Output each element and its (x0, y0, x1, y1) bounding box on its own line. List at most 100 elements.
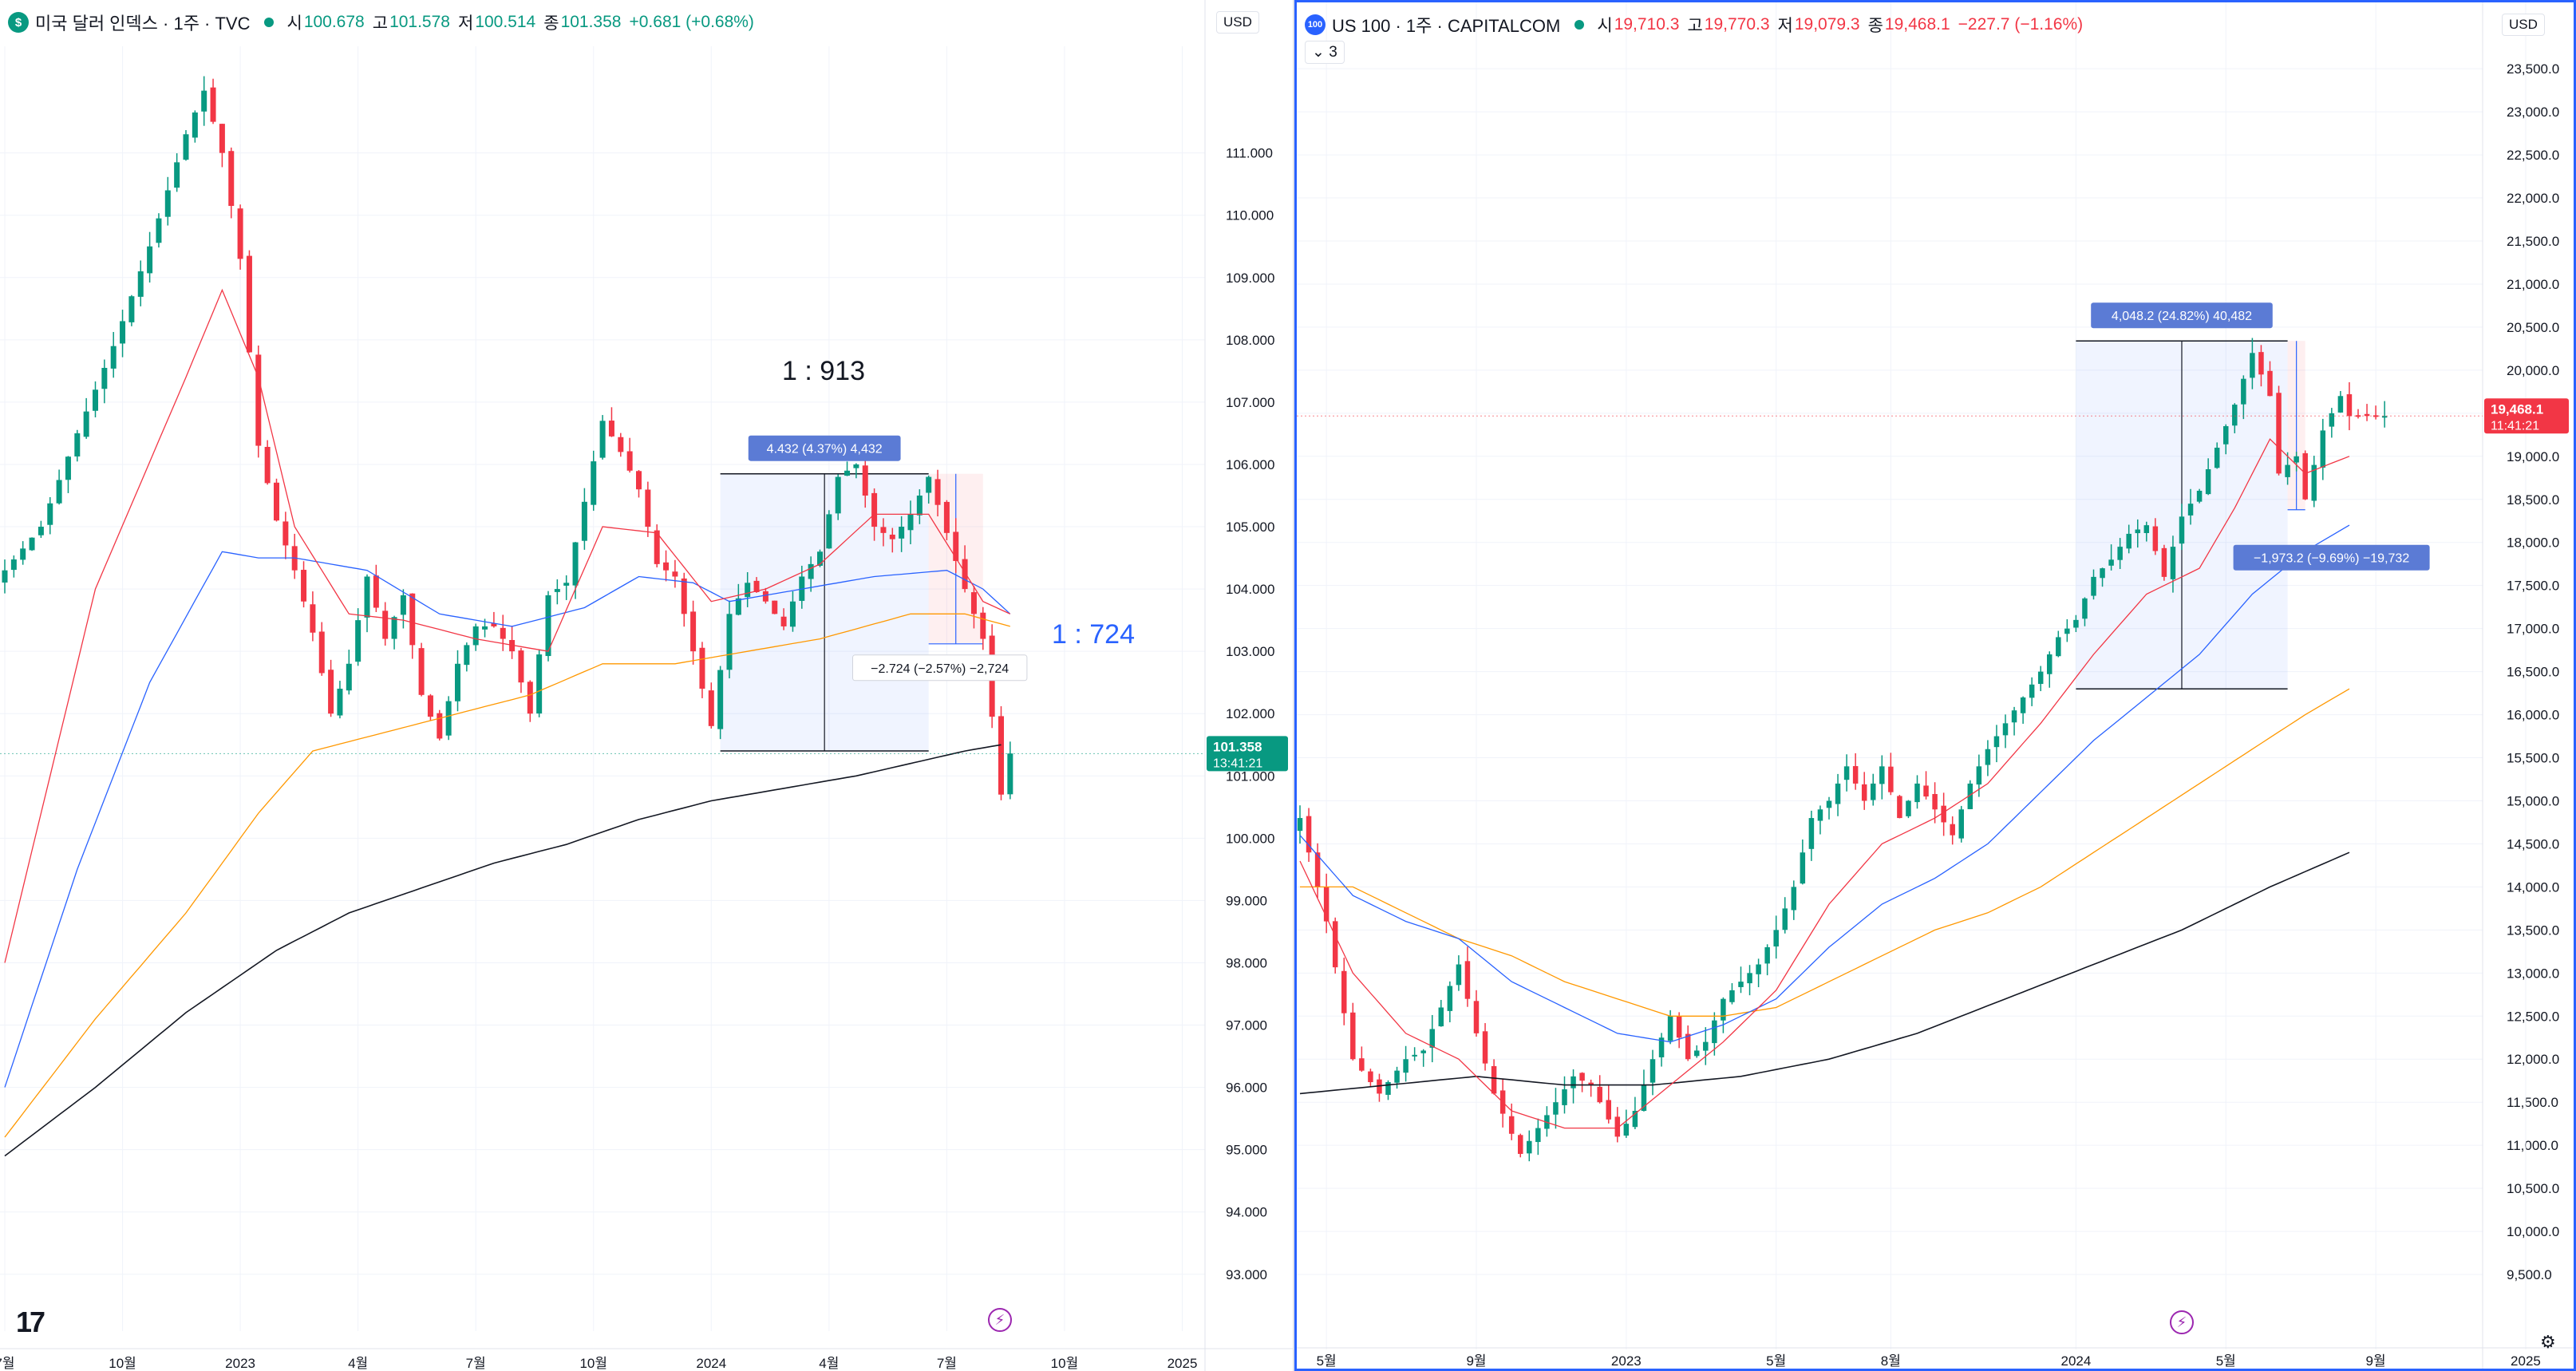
candle-body (1729, 990, 1735, 1002)
y-tick-label: 10,500.0 (2507, 1181, 2559, 1196)
candle-body (826, 514, 832, 549)
candle-body (2126, 533, 2132, 549)
candle-body (1852, 766, 1859, 784)
candle-body (889, 534, 895, 539)
candle-body (1721, 998, 1726, 1021)
y-tick-label: 21,500.0 (2507, 234, 2559, 249)
y-tick-label: 98.000 (1226, 955, 1267, 970)
us100-chart-pane[interactable]: 23,500.0 23,000.0 22,500.0 22,000.0 21,500.0… (1294, 0, 2576, 1371)
y-tick-label: 100.000 (1226, 831, 1274, 846)
measure-up-label: 4,048.2 (24.82%) 40,482 (2112, 310, 2252, 323)
y-tick-label: 12,000.0 (2507, 1052, 2559, 1067)
candle-body (2223, 426, 2229, 444)
last-price-value: 101.358 (1213, 739, 1262, 754)
candle-body (1712, 1020, 1717, 1044)
y-tick-label: 22,500.0 (2507, 148, 2559, 163)
dxy-chart-pane[interactable]: 111.000 110.000 109.000 108.000 107.000 106.0… (0, 0, 1293, 1371)
indicator-toggle[interactable]: ⌄ 3 (1305, 41, 1345, 64)
candle-body (1314, 852, 1321, 887)
candle-body (1588, 1082, 1594, 1085)
candle-body (437, 713, 443, 739)
candle-body (817, 551, 823, 566)
candle-body (47, 503, 53, 525)
candle-body (2056, 637, 2061, 657)
y-tick-label: 14,000.0 (2507, 879, 2559, 895)
candle-body (2091, 576, 2096, 596)
candle-body (101, 367, 108, 389)
candle-body (2267, 370, 2273, 397)
candle-body (382, 610, 389, 639)
candle-body (237, 208, 243, 259)
y-tick-label: 109.000 (1226, 271, 1274, 286)
x-tick-label: 9월 (1466, 1353, 1486, 1369)
y-tick-label: 15,000.0 (2507, 793, 2559, 808)
candle-body (93, 389, 98, 411)
candle-body (1782, 908, 1788, 930)
candle-body (608, 421, 614, 437)
candle-body (318, 631, 325, 674)
candle-body (1826, 800, 1832, 808)
currency-button[interactable]: USD (1216, 11, 1259, 34)
candle-body (970, 592, 977, 614)
candle-body (880, 527, 887, 533)
y-tick-label: 96.000 (1226, 1081, 1267, 1096)
candle-body (1412, 1054, 1417, 1057)
candle-body (916, 496, 923, 516)
market-status-icon[interactable] (1574, 20, 1585, 30)
pane-divider[interactable] (1293, 0, 1294, 1371)
lightning-icon[interactable]: ⚡ (988, 1308, 1012, 1332)
candle-body (708, 690, 714, 726)
currency-button[interactable]: USD (2502, 14, 2545, 36)
candle-body (1518, 1135, 1523, 1154)
candle-body (1950, 824, 1955, 836)
candle-body (554, 589, 560, 592)
candle-body (1508, 1116, 1515, 1134)
candle-body (1570, 1076, 1576, 1089)
candle-body (310, 604, 316, 633)
us100-chart-canvas[interactable]: 23,500.0 23,000.0 22,500.0 22,000.0 21,500.0… (1297, 2, 2574, 1369)
candle-body (1694, 1050, 1700, 1057)
y-tick-label: 107.000 (1226, 395, 1274, 410)
lightning-icon[interactable]: ⚡ (2170, 1310, 2194, 1334)
candle-body (1332, 921, 1338, 968)
y-tick-label: 95.000 (1226, 1143, 1267, 1158)
candle-body (1791, 887, 1797, 911)
candle-body (808, 563, 814, 579)
candle-body (536, 654, 543, 714)
candle-body (1527, 1140, 1532, 1154)
dxy-chart-canvas[interactable]: 111.000 110.000 109.000 108.000 107.000 106.0… (0, 0, 1293, 1371)
candle-body (1800, 852, 1806, 884)
candle-body (2143, 525, 2150, 533)
candle-body (2285, 464, 2290, 477)
market-status-icon[interactable] (264, 18, 275, 27)
y-tick-label: 108.000 (1226, 333, 1274, 348)
candle-body (1553, 1102, 1559, 1115)
candle-body (1958, 809, 1964, 839)
candle-body (2073, 619, 2079, 628)
high-label: 고 (372, 14, 389, 33)
candle-body (1632, 1110, 1638, 1128)
y-tick-label: 16,500.0 (2507, 665, 2559, 680)
dxy-title[interactable]: 미국 달러 인덱스 · 1주 · TVC (35, 14, 251, 34)
candle-body (2037, 671, 2044, 685)
tradingview-logo-icon[interactable]: 17 (16, 1306, 45, 1338)
x-tick-label: 2025 (1167, 1356, 1198, 1371)
y-tick-label: 21,000.0 (2507, 277, 2559, 292)
x-tick-label: 2024 (2060, 1353, 2091, 1369)
candle-body (2258, 352, 2264, 375)
low-value: 100.514 (475, 13, 536, 31)
last-price-value: 19,468.1 (2491, 401, 2543, 417)
us100-title[interactable]: US 100 · 1주 · CAPITALCOM (1332, 16, 1561, 36)
candle-body (1976, 766, 1982, 785)
candle-body (2346, 394, 2353, 417)
gear-icon[interactable]: ⚙ (2540, 1332, 2556, 1352)
ratio-top-label: 1 : 913 (782, 356, 865, 386)
open-value: 100.678 (303, 13, 365, 31)
candle-body (2196, 490, 2203, 502)
candle-body (1747, 973, 1752, 984)
candle-body (745, 583, 751, 598)
candle-body (1738, 982, 1744, 987)
candle-body (545, 595, 551, 657)
y-tick-label: 20,500.0 (2507, 320, 2559, 335)
candle-body (1879, 766, 1885, 784)
